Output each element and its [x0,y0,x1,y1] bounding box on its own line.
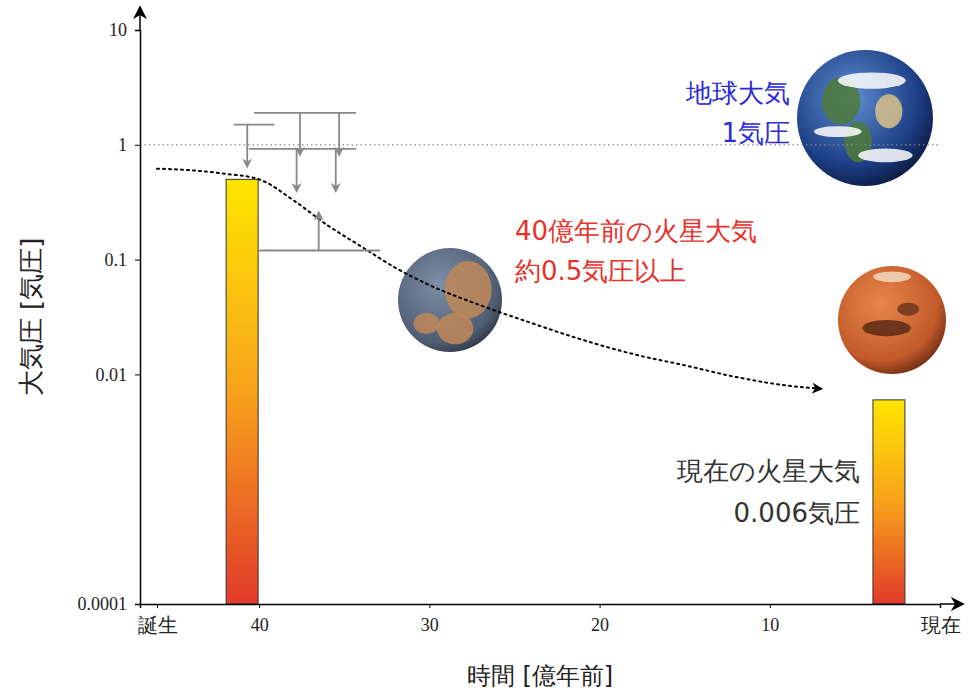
limit-arrow [335,149,337,191]
x-tick: 40 [251,604,269,635]
earth-patch [875,94,902,128]
mars-past [398,248,502,352]
x-tick: 20 [591,604,609,635]
limit-arrow [318,213,320,251]
x-tick: 現在 [921,604,961,637]
y-tick-label: 0.1 [105,250,128,270]
x-tick-mark [259,604,260,608]
y-tick-label: 0.0001 [78,594,128,614]
x-tick: 10 [761,604,779,635]
earth-disc [797,50,933,186]
x-axis-title: 時間 [億年前] [467,662,613,690]
annotation: 地球大気 1気圧 [685,78,790,148]
y-axis-title: 大気圧 [気圧] [16,238,46,397]
y-tick-label: 1 [118,135,127,155]
x-tick-label: 40 [251,615,269,635]
y-tick-mark [135,260,140,261]
planets [398,50,946,374]
y-tick-mark [135,145,140,146]
bar [873,400,905,604]
y-tick: 0.0001 [78,594,141,614]
mars-past-patch [414,313,440,334]
limit-arrow [296,149,298,191]
earth-patch [814,126,862,137]
x-tick-mark [157,604,158,608]
mars-past-patch [437,313,473,344]
limit-line [249,148,356,150]
earth-patch [858,149,912,163]
annotation-text: 約0.5気圧以上 [515,256,686,286]
limit-line [254,112,356,114]
annotation: 現在の火星大気 0.006気圧 [677,456,860,528]
x-axis-line [141,605,941,609]
x-axis: 誕生 40 30 20 10 現在 [138,604,961,637]
limit-arrow [246,125,248,167]
mars-present-patch [897,303,919,316]
y-tick-mark [135,604,140,605]
mars-present [838,266,946,374]
annotation-text: 現在の火星大気 [677,456,860,486]
mars-past-disc [398,248,502,352]
y-tick: 0.01 [96,365,141,385]
mars-past-patch [445,261,492,318]
x-tick-label: 20 [591,615,609,635]
reference-line [140,144,940,145]
x-tick-label: 現在 [921,613,961,637]
mars-present-patch [862,320,911,336]
limit-line [234,124,275,126]
y-tick-mark [135,374,140,375]
earth-patch [838,72,906,88]
x-tick-mark [429,604,430,608]
y-tick-label: 0.01 [96,365,128,385]
y-axis-line [135,31,141,605]
x-tick-label: 誕生 [138,613,178,637]
y-tick: 1 [118,135,140,155]
mars-present-patch [873,271,911,282]
chart: 0.0001 0.01 0.1 1 10 誕生 40 30 20 10 現在 大気圧 [気圧] 時間 [… [0,0,977,699]
y-tick-mark [135,30,140,31]
x-tick-label: 30 [421,615,439,635]
annotation-text: 0.006気圧 [734,498,860,528]
annotation-text: 地球大気 [685,78,790,108]
x-tick-label: 10 [761,615,779,635]
x-axis-arrow [940,603,962,605]
plot-area [140,113,940,604]
x-tick-mark [600,604,601,608]
annotation: 40億年前の火星大気約0.5気圧以上 [515,216,757,286]
y-axis: 0.0001 0.01 0.1 1 10 [78,20,141,614]
y-tick-label: 10 [109,20,127,40]
annotation-text: 40億年前の火星大気 [515,216,757,246]
bar [226,179,258,604]
mars-present-disc [838,266,946,374]
x-tick-mark [770,604,771,608]
annotation-text: 1気圧 [721,118,790,148]
x-tick: 30 [421,604,439,635]
y-axis-arrow [139,8,141,30]
curve [157,169,821,389]
y-tick: 10 [109,20,140,40]
earth [797,50,933,186]
y-tick: 0.1 [105,250,141,270]
x-tick: 誕生 [138,604,178,637]
